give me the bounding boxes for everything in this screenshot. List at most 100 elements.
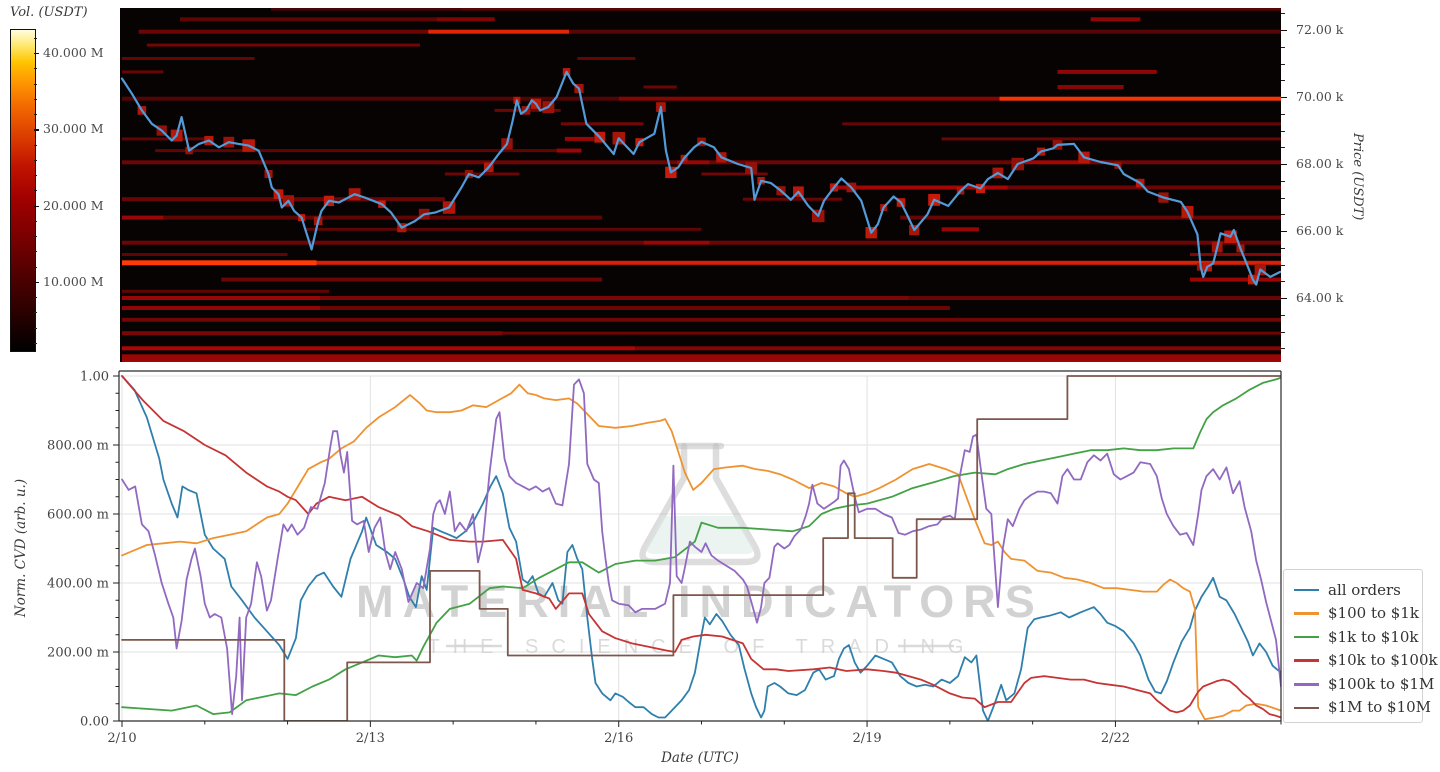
series--100k-to-1m — [121, 378, 1281, 715]
colorbar-minor-tick — [34, 297, 37, 299]
plot-spines — [118, 370, 1282, 722]
liquidity-row — [577, 57, 636, 60]
liquidity-row — [676, 160, 710, 165]
liquidity-row — [320, 296, 909, 300]
liquidity-row — [643, 85, 677, 89]
legend-swatch — [1294, 588, 1319, 592]
liquidity-row — [842, 122, 1281, 126]
x-tick-label: 2/10 — [107, 731, 136, 746]
price-minor-tick — [1281, 281, 1285, 283]
liquidity-row — [122, 240, 644, 245]
series--10k-to-100k — [121, 375, 1281, 719]
price-major-tick — [1281, 231, 1287, 233]
price-minor-tick — [1281, 63, 1285, 65]
volume-heatmap-panel — [120, 8, 1281, 362]
colorbar-minor-tick — [34, 236, 37, 238]
colorbar-minor-tick — [34, 175, 37, 177]
chart-legend: all orders $100 to $1k $1k to $10k $10k to … — [1283, 569, 1438, 723]
liquidity-row — [643, 240, 710, 245]
legend-label: $1M to $10M — [1328, 698, 1432, 717]
colorbar-major-tick — [34, 53, 39, 55]
liquidity-row — [146, 43, 421, 47]
liquidity-row — [709, 240, 1281, 245]
liquidity-row — [1057, 69, 1157, 74]
colorbar-title: Vol. (USDT) — [10, 5, 88, 20]
legend-label: $10k to $100k — [1328, 651, 1438, 670]
liquidity-row — [122, 215, 164, 220]
price-tick-label: 70.00 k — [1296, 89, 1344, 104]
liquidity-row — [122, 96, 619, 101]
liquidity-row — [138, 29, 429, 34]
liquidity-row — [122, 137, 205, 141]
liquidity-row — [999, 96, 1281, 101]
liquidity-row — [180, 17, 437, 22]
colorbar-minor-tick — [34, 98, 37, 100]
legend-swatch — [1294, 635, 1319, 639]
price-minor-tick — [1281, 214, 1285, 216]
price-tick-label: 64.00 k — [1296, 290, 1344, 305]
liquidity-row — [320, 306, 950, 310]
price-minor-tick — [1281, 247, 1285, 249]
liquidity-row — [122, 70, 164, 74]
y-axis-title: Norm. CVD (arb. u.) — [13, 479, 29, 618]
y-tick-label: 1.00 — [80, 370, 109, 385]
x-tick-label: 2/22 — [1101, 731, 1130, 746]
liquidity-row — [122, 354, 1281, 362]
legend-label: all orders — [1328, 580, 1401, 599]
series-all-orders — [121, 375, 1281, 721]
liquidity-row — [1189, 277, 1281, 282]
watermark: MATERIAL INDICATORS THE SCIENCE OF TRADIN… — [356, 442, 1035, 658]
colorbar-minor-tick — [34, 37, 37, 39]
liquidity-row — [941, 227, 979, 232]
price-major-tick — [1281, 298, 1287, 300]
liquidity-row — [316, 260, 1281, 265]
cvd-series — [121, 375, 1281, 721]
legend-swatch — [1294, 683, 1319, 686]
colorbar-minor-tick — [34, 266, 37, 268]
colorbar-tick-label: 10.000 M — [43, 273, 104, 289]
legend-label: $100 to $1k — [1328, 604, 1419, 623]
colorbar-minor-tick — [34, 251, 37, 253]
colorbar-major-tick — [34, 281, 39, 284]
liquidity-row — [635, 346, 1281, 351]
liquidity-row — [122, 253, 288, 256]
flask-icon — [639, 442, 761, 566]
liquidity-row — [122, 306, 321, 310]
x-tick-label: 2/16 — [604, 731, 633, 746]
series--1k-to-10k — [121, 376, 1281, 715]
price-minor-tick — [1281, 331, 1285, 333]
colorbar-minor-tick — [34, 68, 37, 70]
price-minor-tick — [1281, 130, 1285, 132]
y-tick-label: 0.00 — [80, 715, 109, 730]
legend-item: $1k to $10k — [1294, 628, 1419, 646]
liquidity-row — [163, 215, 603, 220]
x-tick-label: 2/13 — [356, 731, 385, 746]
liquidity-row — [436, 17, 495, 22]
price-minor-tick — [1281, 46, 1285, 48]
liquidity-row — [155, 149, 557, 153]
x-axis-title: Date (UTC) — [660, 750, 739, 766]
liquidity-row — [1189, 253, 1281, 256]
liquidity-row — [1090, 17, 1141, 22]
price-minor-tick — [1281, 147, 1285, 149]
liquidity-row — [304, 227, 702, 231]
flask-liquid — [646, 516, 754, 554]
liquidity-row — [122, 57, 255, 60]
liquidity-row — [834, 185, 1008, 190]
colorbar-minor-tick — [34, 327, 37, 329]
liquidity-row — [122, 260, 317, 266]
liquidity-row — [900, 215, 1281, 220]
colorbar-minor-tick — [34, 312, 37, 314]
series--1m-to-10m — [121, 375, 1281, 721]
price-major-tick — [1281, 164, 1287, 166]
y-tick-label: 400.00 m — [47, 577, 109, 592]
colorbar-tick-label: 20.000 M — [43, 197, 104, 213]
liquidity-row — [122, 296, 321, 300]
liquidity-row — [709, 160, 1025, 165]
price-axis-title: Price (USDT) — [1350, 133, 1365, 221]
price-tick-label: 72.00 k — [1296, 22, 1344, 37]
liquidity-row — [618, 96, 1000, 101]
y-tick-label: 200.00 m — [47, 646, 109, 661]
colorbar-minor-tick — [34, 220, 37, 222]
price-minor-tick — [1281, 348, 1285, 350]
